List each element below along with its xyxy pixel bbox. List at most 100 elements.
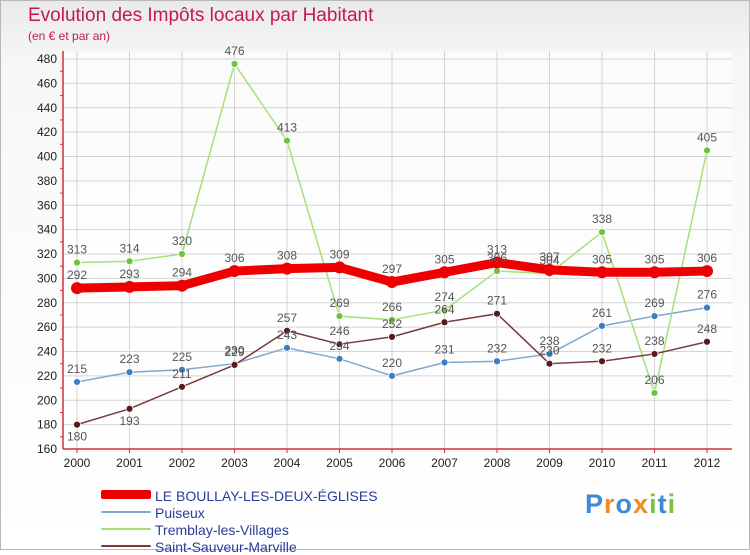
data-point — [388, 371, 396, 380]
data-label: 320 — [172, 234, 192, 248]
logo-letter: t — [657, 489, 668, 519]
data-label: 269 — [644, 296, 664, 310]
data-point — [650, 389, 659, 397]
y-tick-label: 460 — [37, 76, 57, 90]
data-point — [335, 312, 344, 321]
data-point — [440, 306, 449, 314]
data-label: 307 — [539, 250, 559, 264]
data-label: 309 — [329, 247, 349, 261]
data-point — [598, 228, 606, 236]
data-label: 304 — [539, 254, 559, 268]
data-label: 293 — [119, 267, 139, 281]
plot-area — [63, 51, 732, 449]
legend-label-le-boullay: LE BOULLAY-LES-DEUX-ÉGLISES — [155, 488, 378, 504]
data-point — [703, 146, 711, 155]
data-point — [178, 250, 186, 258]
data-label: 220 — [382, 356, 402, 370]
data-point — [650, 350, 659, 358]
data-label: 225 — [172, 350, 192, 364]
y-tick-label: 400 — [37, 150, 57, 164]
x-tick-label: 2012 — [694, 456, 721, 470]
data-point — [125, 257, 134, 266]
x-tick-label: 2010 — [589, 456, 616, 470]
data-label: 476 — [224, 44, 244, 58]
x-tick-label: 2006 — [379, 456, 406, 470]
data-label: 248 — [697, 322, 717, 336]
data-point — [125, 368, 134, 377]
legend-swatch-tremblay — [101, 528, 151, 530]
data-point — [333, 261, 346, 274]
data-point — [125, 404, 134, 413]
data-label: 243 — [277, 328, 297, 342]
data-label: 246 — [329, 324, 349, 338]
data-label: 264 — [434, 302, 454, 316]
data-label: 234 — [329, 339, 349, 353]
legend-swatch-saint-sauveur — [101, 545, 151, 547]
data-point — [335, 340, 344, 349]
logo-letter: i — [667, 489, 677, 519]
y-tick-label: 420 — [37, 125, 57, 139]
data-point — [543, 263, 556, 276]
data-label: 230 — [539, 344, 559, 358]
data-point — [493, 267, 501, 275]
data-label: 313 — [67, 243, 87, 257]
chart-subtitle: (en € et par an) — [28, 29, 111, 43]
data-label: 305 — [644, 252, 664, 266]
x-tick-label: 2011 — [642, 456, 668, 470]
x-tick-label: 2005 — [326, 456, 353, 470]
data-point — [440, 318, 449, 327]
y-tick-label: 440 — [37, 101, 57, 115]
data-point — [545, 359, 554, 368]
data-label: 232 — [487, 341, 507, 355]
x-tick-label: 2003 — [221, 456, 248, 470]
data-label: 306 — [697, 251, 717, 265]
data-point — [598, 357, 606, 366]
data-point — [178, 365, 186, 374]
x-tick-label: 2002 — [169, 456, 196, 470]
data-point — [388, 332, 396, 341]
data-point — [73, 378, 81, 386]
data-label: 230 — [224, 344, 244, 358]
data-point — [176, 279, 188, 292]
data-label: 257 — [277, 311, 297, 325]
data-label: 314 — [119, 241, 139, 255]
y-tick-label: 260 — [37, 320, 57, 334]
y-tick-label: 340 — [37, 223, 57, 237]
data-label: 261 — [592, 306, 612, 320]
data-point — [650, 312, 659, 321]
data-point — [491, 256, 503, 269]
proxiti-logo: Proxiti — [585, 489, 676, 520]
data-point — [283, 326, 291, 335]
y-tick-label: 220 — [37, 369, 57, 383]
x-tick-label: 2007 — [431, 456, 458, 470]
y-tick-label: 360 — [37, 198, 57, 212]
data-point — [230, 361, 239, 369]
chart-title: Evolution des Impôts locaux par Habitant — [28, 5, 374, 26]
logo-letter: x — [633, 489, 650, 519]
data-point — [283, 343, 291, 352]
data-label: 215 — [67, 362, 87, 376]
y-tick-label: 480 — [37, 52, 57, 66]
data-point — [71, 282, 83, 295]
data-label: 223 — [119, 352, 139, 366]
x-tick-label: 2000 — [64, 456, 91, 470]
data-point — [281, 262, 293, 275]
data-label: 269 — [329, 296, 349, 310]
data-label: 271 — [487, 294, 507, 308]
legend-label-tremblay: Tremblay-les-Villages — [155, 522, 289, 538]
data-label: 206 — [644, 373, 664, 387]
data-point — [335, 354, 344, 363]
data-point — [703, 303, 711, 312]
y-tick-label: 320 — [37, 247, 57, 261]
data-label: 306 — [487, 251, 507, 265]
data-point — [283, 136, 291, 145]
y-tick-label: 180 — [37, 418, 57, 432]
data-point — [493, 309, 501, 318]
data-label: 232 — [592, 341, 612, 355]
data-point — [703, 337, 711, 346]
data-point — [386, 276, 398, 289]
data-label: 292 — [67, 268, 87, 282]
logo-letter: P — [585, 489, 605, 519]
data-label: 238 — [644, 334, 664, 348]
